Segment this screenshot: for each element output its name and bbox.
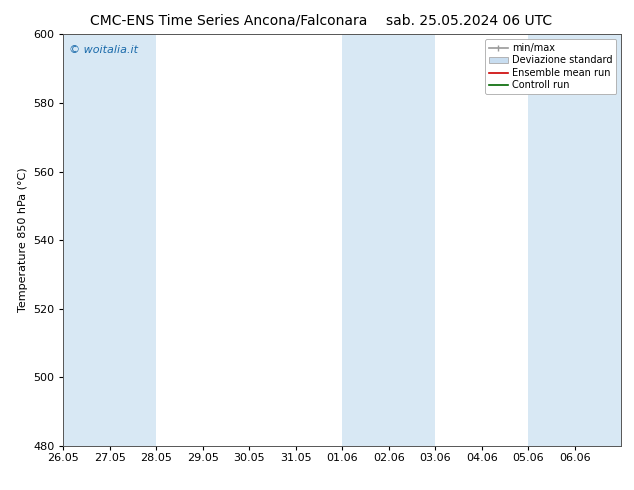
- Bar: [110, 34, 157, 446]
- Text: CMC-ENS Time Series Ancona/Falconara: CMC-ENS Time Series Ancona/Falconara: [89, 14, 367, 28]
- Bar: [342, 34, 389, 446]
- Text: sab. 25.05.2024 06 UTC: sab. 25.05.2024 06 UTC: [386, 14, 552, 28]
- Bar: [63, 34, 110, 446]
- Bar: [575, 34, 621, 446]
- Y-axis label: Temperature 850 hPa (°C): Temperature 850 hPa (°C): [18, 168, 27, 313]
- Legend: min/max, Deviazione standard, Ensemble mean run, Controll run: min/max, Deviazione standard, Ensemble m…: [485, 39, 616, 94]
- Bar: [528, 34, 575, 446]
- Text: © woitalia.it: © woitalia.it: [69, 45, 138, 54]
- Bar: [389, 34, 436, 446]
